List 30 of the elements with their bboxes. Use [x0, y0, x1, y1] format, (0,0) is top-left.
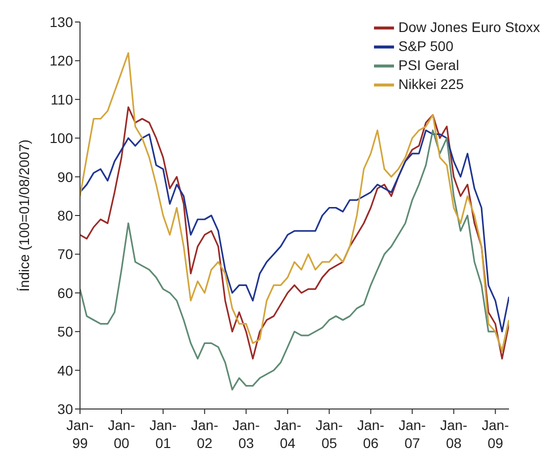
- x-tick-label: Jan-03: [232, 417, 260, 451]
- x-tick-label: Jan-01: [150, 417, 178, 451]
- legend-label: Dow Jones Euro Stoxx: [398, 18, 540, 37]
- x-tick-label: Jan-00: [108, 417, 136, 451]
- legend-label: PSI Geral: [398, 56, 460, 75]
- line-series: [80, 130, 509, 332]
- y-tick-label: 60: [57, 284, 74, 301]
- y-axis-title: Índice (100=01/08/2007): [16, 139, 32, 292]
- y-tick-label: 120: [50, 52, 74, 69]
- y-tick-label: 100: [50, 130, 74, 146]
- x-tick-label: Jan-09: [482, 417, 510, 451]
- y-tick-label: 90: [57, 168, 74, 185]
- line-series: [80, 106, 509, 360]
- x-tick-label: Jan-07: [398, 417, 426, 451]
- y-tick-label: 80: [57, 207, 74, 224]
- line-series: [80, 52, 509, 352]
- x-tick-label: Jan-05: [316, 417, 344, 451]
- y-tick-label: 30: [57, 400, 74, 417]
- x-tick-label: Jan-99: [66, 417, 94, 451]
- y-tick-label: 40: [57, 362, 74, 378]
- legend-label: S&P 500: [398, 37, 454, 56]
- x-tick-label: Jan-08: [440, 417, 468, 451]
- x-tick-label: Jan-06: [357, 417, 385, 451]
- x-tick-label: Jan-02: [191, 417, 219, 451]
- y-tick-label: 50: [57, 324, 74, 340]
- x-tick-label: Jan-04: [274, 417, 302, 451]
- y-tick-label: 130: [50, 14, 74, 30]
- y-tick-label: 110: [50, 91, 74, 108]
- y-tick-label: 70: [57, 246, 74, 262]
- legend-label: Nikkei 225: [398, 75, 464, 94]
